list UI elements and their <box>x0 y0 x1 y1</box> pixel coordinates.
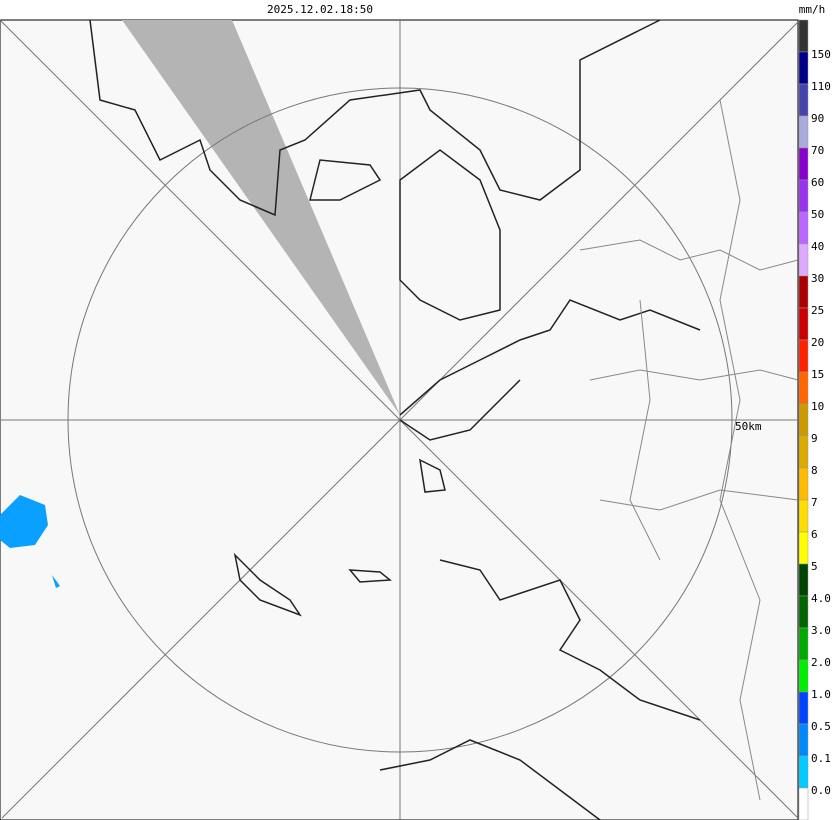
boundary <box>589 369 799 381</box>
island <box>399 149 501 321</box>
legend-label: 6 <box>811 528 818 541</box>
boundary <box>719 99 761 801</box>
legend-swatch <box>798 179 809 213</box>
island <box>348 569 392 583</box>
range-label: 50km <box>735 420 762 433</box>
coast <box>439 559 701 721</box>
legend-swatch <box>798 595 809 629</box>
legend-swatch <box>798 371 809 405</box>
legend-swatch <box>798 307 809 341</box>
legend: 150 110 90 70 60 50 40 30 25 20 15 10 9 8 7 6 5 4.0 3.0 2.0… <box>798 19 831 820</box>
boundary <box>599 489 799 511</box>
legend-swatch <box>798 723 809 757</box>
legend-label: 110 <box>811 80 831 93</box>
boundaries <box>579 99 799 801</box>
legend-label: 1.0 <box>811 688 831 701</box>
legend-swatch <box>798 563 809 597</box>
legend-label: 2.0 <box>811 656 831 669</box>
timestamp: 2025.12.02.18:50 <box>267 3 373 16</box>
legend-label: 0.5 <box>811 720 831 733</box>
legend-swatch <box>798 147 809 181</box>
island <box>233 552 302 617</box>
legend-label: 4.0 <box>811 592 831 605</box>
legend-label: 8 <box>811 464 818 477</box>
legend-swatch <box>798 275 809 309</box>
legend-label: 90 <box>811 112 824 125</box>
legend-swatch <box>798 211 809 245</box>
legend-label: 40 <box>811 240 824 253</box>
map: 50km <box>0 19 799 820</box>
coast <box>379 739 601 820</box>
legend-label: 0.1 <box>811 752 831 765</box>
legend-label: 7 <box>811 496 818 509</box>
legend-label: 15 <box>811 368 824 381</box>
echo <box>0 495 60 588</box>
range-ring <box>67 87 733 753</box>
legend-label: 60 <box>811 176 824 189</box>
beam-blockage <box>122 20 400 415</box>
coast <box>89 19 661 217</box>
boundary <box>629 299 661 561</box>
legend-label: 3.0 <box>811 624 831 637</box>
legend-swatch <box>798 339 809 373</box>
legend-swatch <box>798 531 809 565</box>
coastline <box>89 19 701 820</box>
legend-label: 30 <box>811 272 824 285</box>
legend-label: 0.0 <box>811 784 831 797</box>
island <box>419 458 446 493</box>
grid-line <box>0 19 799 819</box>
unit: mm/h <box>799 3 826 16</box>
legend-swatch <box>798 659 809 693</box>
legend-label: 20 <box>811 336 824 349</box>
legend-label: 150 <box>811 48 831 61</box>
legend-label: 9 <box>811 432 818 445</box>
coast <box>399 299 701 416</box>
legend-swatch <box>798 691 809 725</box>
legend-swatch <box>798 467 809 501</box>
legend-label: 10 <box>811 400 824 413</box>
legend-swatch <box>798 51 809 85</box>
boundary <box>579 239 799 271</box>
legend-label: 70 <box>811 144 824 157</box>
legend-swatch <box>798 83 809 117</box>
legend-swatch <box>798 19 809 53</box>
coast <box>399 379 521 441</box>
legend-label: 5 <box>811 560 818 573</box>
island <box>309 159 382 201</box>
legend-swatch <box>798 435 809 469</box>
legend-swatch <box>798 499 809 533</box>
legend-swatch <box>798 243 809 277</box>
legend-swatch <box>798 403 809 437</box>
legend-label: 50 <box>811 208 824 221</box>
legend-label: 25 <box>811 304 824 317</box>
legend-swatch <box>798 755 809 789</box>
legend-swatch <box>798 115 809 149</box>
legend-swatch <box>798 787 809 820</box>
legend-swatch <box>798 627 809 661</box>
